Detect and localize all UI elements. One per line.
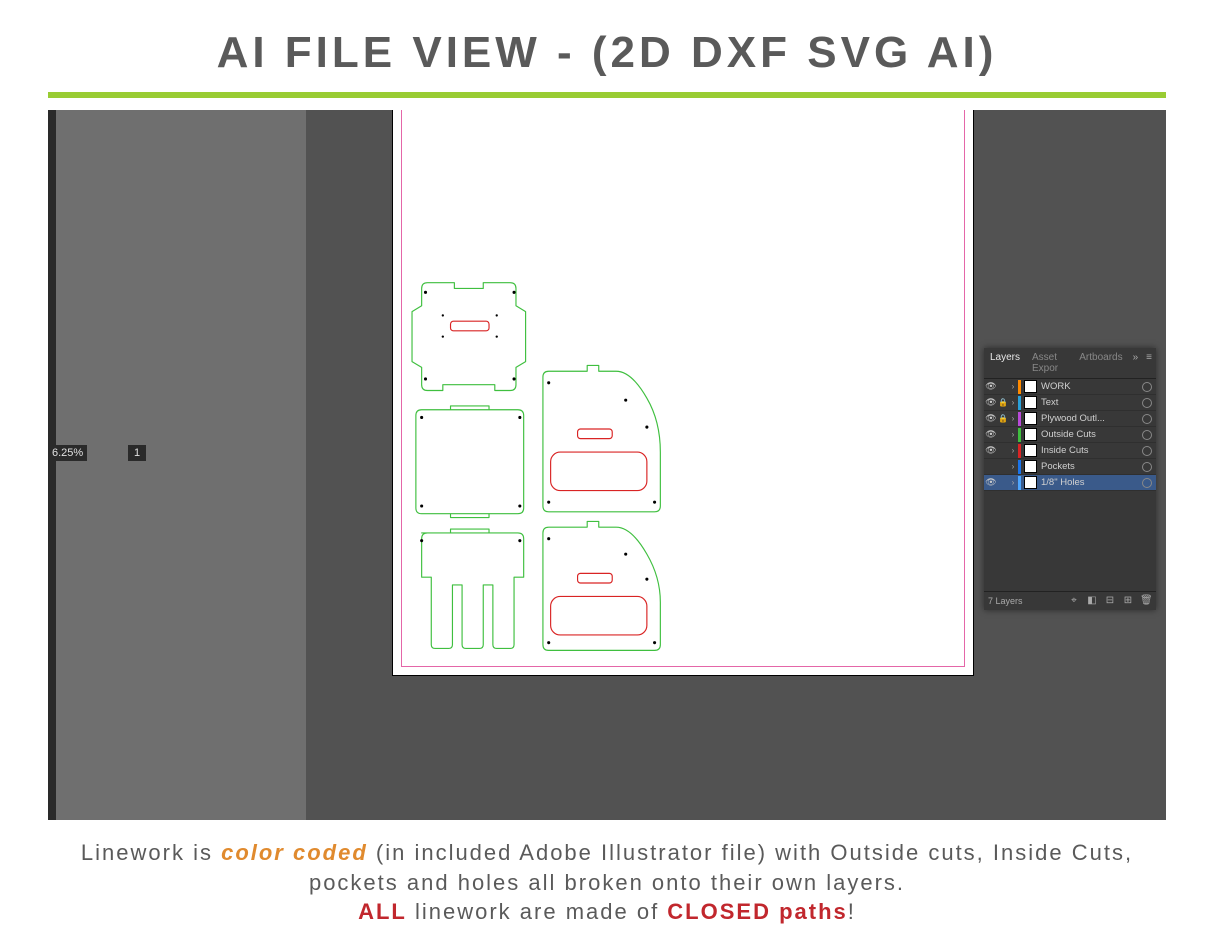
target-icon[interactable] (1142, 478, 1152, 488)
layer-count: 7 Layers (988, 596, 1023, 606)
caption-orange: color coded (221, 840, 368, 865)
layer-name-label[interactable]: Inside Cuts (1041, 445, 1142, 456)
layer-name-label[interactable]: Plywood Outl... (1041, 413, 1142, 424)
target-icon[interactable] (1142, 398, 1152, 408)
layer-list: 👁›WORK👁🔒›Text👁🔒›Plywood Outl...👁›Outside… (984, 379, 1156, 491)
expand-arrow-icon[interactable]: › (1008, 478, 1018, 487)
panel-tabs: Layers Asset Expor Artboards » ≡ (984, 348, 1156, 379)
pasteboard-light (56, 110, 306, 820)
visibility-toggle-icon[interactable]: 👁 (984, 397, 998, 408)
visibility-toggle-icon[interactable]: 👁 (984, 477, 998, 488)
visibility-toggle-icon[interactable]: 👁 (984, 429, 998, 440)
layer-thumbnail (1024, 444, 1037, 457)
layer-row[interactable]: 👁 › WORK (984, 379, 1156, 395)
caption: Linework is color coded (in included Ado… (60, 838, 1154, 927)
layer-row[interactable]: 👁 › Outside Cuts (984, 427, 1156, 443)
layer-row[interactable]: › Pockets (984, 459, 1156, 475)
layer-row[interactable]: 👁 › 1/8" Holes (984, 475, 1156, 491)
layer-name-label[interactable]: Text (1041, 397, 1142, 408)
tab-artboards[interactable]: Artboards (1073, 348, 1128, 378)
linework-shapes (411, 275, 671, 660)
caption-text-2d: ! (848, 899, 856, 924)
visibility-toggle-icon[interactable]: 👁 (984, 381, 998, 392)
target-icon[interactable] (1142, 382, 1152, 392)
layer-thumbnail (1024, 396, 1037, 409)
layer-color-chip (1018, 412, 1021, 426)
new-layer-icon[interactable]: ⊞ (1122, 595, 1134, 607)
expand-arrow-icon[interactable]: › (1008, 446, 1018, 455)
layer-row[interactable]: 👁🔒› Text (984, 395, 1156, 411)
expand-arrow-icon[interactable]: › (1008, 430, 1018, 439)
layer-row[interactable]: 👁🔒› Plywood Outl... (984, 411, 1156, 427)
delete-layer-icon[interactable]: 🗑 (1140, 595, 1152, 607)
caption-red-closed: CLOSED paths (667, 899, 847, 924)
panel-menu-icon[interactable]: ≡ (1142, 348, 1156, 378)
caption-text-1a: Linework is (81, 840, 221, 865)
layer-thumbnail (1024, 460, 1037, 473)
target-icon[interactable] (1142, 462, 1152, 472)
target-icon[interactable] (1142, 414, 1152, 424)
target-icon[interactable] (1142, 430, 1152, 440)
layers-panel[interactable]: Layers Asset Expor Artboards » ≡ 👁›WORK👁… (984, 348, 1156, 610)
panel-footer: 7 Layers ⌖ ◧ ⊟ ⊞ 🗑 (984, 591, 1156, 610)
panel-collapse-icon[interactable]: » (1129, 348, 1143, 378)
expand-arrow-icon[interactable]: › (1008, 398, 1018, 407)
layer-row[interactable]: 👁 › Inside Cuts (984, 443, 1156, 459)
layer-color-chip (1018, 380, 1021, 394)
caption-text-2b: linework are made of (407, 899, 667, 924)
zoom-readout: 6.25% (48, 445, 87, 461)
layer-color-chip (1018, 444, 1021, 458)
layer-color-chip (1018, 460, 1021, 474)
layer-name-label[interactable]: 1/8" Holes (1041, 477, 1142, 488)
locate-object-icon[interactable]: ⌖ (1068, 595, 1080, 607)
lock-toggle-icon[interactable]: 🔒 (998, 414, 1008, 423)
accent-rule (48, 92, 1166, 98)
layer-thumbnail (1024, 476, 1037, 489)
artboard[interactable] (393, 110, 973, 675)
visibility-toggle-icon[interactable]: 👁 (984, 413, 998, 424)
expand-arrow-icon[interactable]: › (1008, 462, 1018, 471)
layer-name-label[interactable]: WORK (1041, 381, 1142, 392)
expand-arrow-icon[interactable]: › (1008, 382, 1018, 391)
layer-thumbnail (1024, 428, 1037, 441)
layer-thumbnail (1024, 412, 1037, 425)
layer-thumbnail (1024, 380, 1037, 393)
visibility-toggle-icon[interactable]: 👁 (984, 445, 998, 456)
vertical-ruler (48, 110, 56, 820)
target-icon[interactable] (1142, 446, 1152, 456)
layer-color-chip (1018, 428, 1021, 442)
tab-layers[interactable]: Layers (984, 348, 1026, 378)
tab-asset-export[interactable]: Asset Expor (1026, 348, 1073, 378)
page-title: AI FILE VIEW - (2D DXF SVG AI) (0, 0, 1214, 92)
make-clipping-mask-icon[interactable]: ◧ (1086, 595, 1098, 607)
create-sublayer-icon[interactable]: ⊟ (1104, 595, 1116, 607)
layer-color-chip (1018, 396, 1021, 410)
illustrator-workspace: 6.25% 1 (48, 110, 1166, 820)
layer-color-chip (1018, 476, 1021, 490)
layer-name-label[interactable]: Outside Cuts (1041, 429, 1142, 440)
caption-red-all: ALL (358, 899, 407, 924)
caption-text-1b: (in included Adobe Illustrator file) wit… (309, 840, 1133, 895)
lock-toggle-icon[interactable]: 🔒 (998, 398, 1008, 407)
artboard-number-label: 1 (128, 445, 146, 461)
expand-arrow-icon[interactable]: › (1008, 414, 1018, 423)
layer-name-label[interactable]: Pockets (1041, 461, 1142, 472)
